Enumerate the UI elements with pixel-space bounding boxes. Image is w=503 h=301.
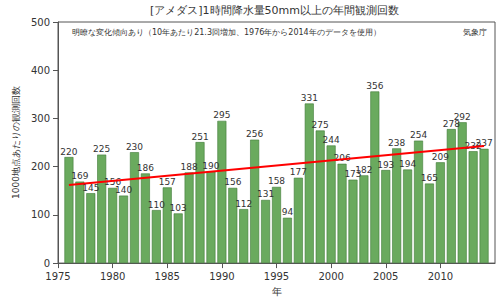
svg-text:100: 100 [31, 209, 50, 220]
svg-text:2005: 2005 [373, 271, 398, 282]
svg-text:356: 356 [366, 81, 383, 91]
svg-text:200: 200 [31, 161, 50, 172]
svg-text:気象庁: 気象庁 [463, 28, 487, 37]
svg-text:225: 225 [93, 144, 110, 154]
svg-text:186: 186 [137, 163, 154, 173]
svg-text:年: 年 [272, 286, 282, 297]
svg-text:193: 193 [377, 160, 394, 170]
svg-text:237: 237 [475, 138, 493, 149]
svg-text:165: 165 [421, 173, 438, 183]
svg-text:251: 251 [191, 132, 208, 142]
svg-text:300: 300 [31, 113, 50, 124]
svg-text:1995: 1995 [264, 271, 289, 282]
svg-text:173: 173 [344, 169, 362, 180]
svg-text:254: 254 [410, 130, 427, 140]
svg-text:158: 158 [268, 176, 285, 186]
svg-text:275: 275 [312, 120, 329, 130]
svg-text:145: 145 [82, 182, 100, 193]
svg-text:206: 206 [333, 153, 351, 164]
svg-text:[アメダス]1時間降水量50mm以上の年間観測回数: [アメダス]1時間降水量50mm以上の年間観測回数 [150, 4, 399, 17]
svg-text:94: 94 [282, 207, 294, 217]
svg-text:2010: 2010 [428, 271, 453, 282]
svg-text:140: 140 [115, 185, 132, 195]
svg-text:177: 177 [290, 167, 307, 177]
svg-text:156: 156 [224, 177, 241, 187]
svg-text:295: 295 [213, 110, 230, 120]
svg-text:238: 238 [388, 138, 405, 148]
svg-text:110: 110 [148, 200, 165, 210]
svg-text:194: 194 [399, 159, 416, 169]
svg-text:278: 278 [442, 118, 460, 129]
svg-text:1975: 1975 [45, 271, 70, 282]
svg-text:1985: 1985 [155, 271, 180, 282]
svg-text:331: 331 [301, 93, 318, 103]
svg-text:1990: 1990 [209, 271, 234, 282]
svg-text:明瞭な変化傾向あり（10年あたり21.3回増加、1976年か: 明瞭な変化傾向あり（10年あたり21.3回増加、1976年から2014年のデータ… [72, 28, 381, 37]
svg-text:256: 256 [246, 129, 263, 139]
svg-text:103: 103 [170, 203, 187, 213]
svg-text:209: 209 [432, 152, 449, 162]
svg-text:182: 182 [355, 165, 372, 175]
svg-text:188: 188 [181, 162, 198, 172]
svg-text:292: 292 [454, 112, 471, 122]
svg-text:500: 500 [31, 17, 50, 28]
svg-text:0: 0 [44, 258, 50, 269]
svg-text:232: 232 [464, 140, 482, 151]
svg-text:1000地点あたりの観測回数: 1000地点あたりの観測回数 [11, 86, 21, 199]
svg-text:157: 157 [159, 177, 176, 187]
svg-text:131: 131 [257, 189, 274, 199]
svg-text:244: 244 [323, 135, 340, 145]
svg-text:230: 230 [126, 142, 143, 152]
svg-text:2000: 2000 [318, 271, 343, 282]
svg-text:112: 112 [235, 199, 252, 209]
svg-text:1980: 1980 [100, 271, 125, 282]
svg-text:220: 220 [60, 147, 77, 157]
svg-text:400: 400 [31, 65, 50, 76]
svg-text:169: 169 [71, 171, 88, 181]
svg-text:156: 156 [104, 177, 122, 188]
svg-text:190: 190 [202, 161, 219, 171]
